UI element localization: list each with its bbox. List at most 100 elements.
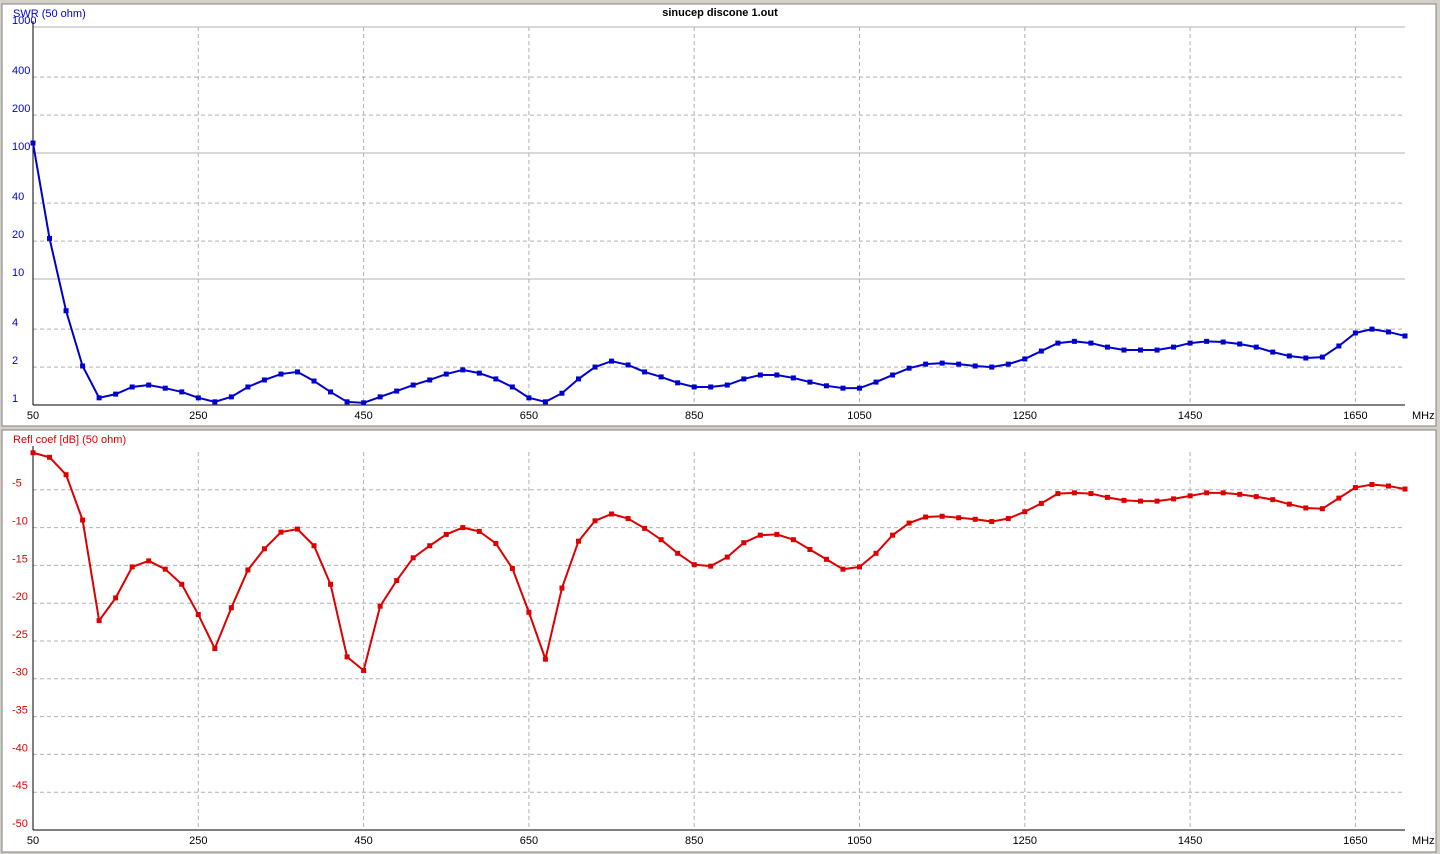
data-point bbox=[63, 472, 69, 478]
y-tick-label: -20 bbox=[12, 591, 28, 603]
x-tick-label: 1650 bbox=[1343, 835, 1367, 847]
data-point bbox=[1071, 490, 1077, 496]
y-tick-label: -25 bbox=[12, 629, 28, 641]
data-point bbox=[823, 556, 829, 562]
data-point bbox=[245, 384, 251, 390]
x-tick-label: 1050 bbox=[847, 835, 871, 847]
data-point bbox=[559, 390, 565, 396]
data-point bbox=[592, 518, 598, 524]
data-point bbox=[278, 371, 284, 377]
data-point bbox=[972, 363, 978, 369]
x-tick-label: 650 bbox=[520, 835, 538, 847]
data-point bbox=[592, 364, 598, 370]
data-point bbox=[840, 566, 846, 572]
y-tick-label: 2 bbox=[12, 355, 18, 367]
data-point bbox=[1303, 355, 1309, 361]
data-point bbox=[890, 372, 896, 378]
data-point bbox=[1154, 347, 1160, 353]
data-point bbox=[278, 529, 284, 535]
data-point bbox=[1121, 347, 1127, 353]
data-point bbox=[228, 605, 234, 611]
data-point bbox=[724, 382, 730, 388]
data-point bbox=[1270, 497, 1276, 503]
data-point bbox=[146, 382, 152, 388]
y-tick-label: -15 bbox=[12, 553, 28, 565]
y-tick-label: -10 bbox=[12, 516, 28, 528]
x-tick-label: 1650 bbox=[1343, 410, 1367, 422]
data-point bbox=[1319, 506, 1325, 512]
data-point bbox=[675, 550, 681, 556]
data-point bbox=[1352, 485, 1358, 491]
data-point bbox=[63, 308, 69, 314]
data-point bbox=[658, 537, 664, 543]
data-point bbox=[542, 399, 548, 405]
y-tick-label: -30 bbox=[12, 667, 28, 679]
series-line bbox=[32, 451, 1406, 673]
y-tick-label: 200 bbox=[12, 103, 30, 115]
data-point bbox=[1253, 344, 1259, 350]
data-point bbox=[410, 382, 416, 388]
data-point bbox=[625, 516, 631, 522]
x-tick-label: 850 bbox=[685, 410, 703, 422]
series-line bbox=[32, 142, 1406, 404]
y-tick-label: 4 bbox=[12, 317, 18, 329]
data-point bbox=[989, 519, 995, 525]
data-point bbox=[162, 566, 168, 572]
data-point bbox=[47, 235, 53, 241]
data-point bbox=[1088, 491, 1094, 497]
data-point bbox=[1286, 353, 1292, 359]
y-tick-label: 10 bbox=[12, 267, 24, 279]
data-point bbox=[113, 595, 119, 601]
x-tick-label: 250 bbox=[189, 410, 207, 422]
data-point bbox=[1220, 339, 1226, 345]
data-point bbox=[691, 562, 697, 568]
data-point bbox=[129, 384, 135, 390]
data-point bbox=[30, 140, 36, 146]
data-point bbox=[162, 385, 168, 391]
data-point bbox=[757, 372, 763, 378]
data-point bbox=[956, 515, 962, 521]
data-point bbox=[261, 377, 267, 383]
data-point bbox=[1402, 333, 1408, 339]
data-point bbox=[80, 363, 86, 369]
data-point bbox=[989, 364, 995, 370]
data-point bbox=[774, 531, 780, 537]
data-point bbox=[923, 361, 929, 367]
data-point bbox=[1055, 491, 1061, 497]
data-point bbox=[675, 380, 681, 386]
data-point bbox=[1402, 486, 1408, 492]
x-tick-label: 250 bbox=[189, 835, 207, 847]
y-tick-label: 40 bbox=[12, 191, 24, 203]
data-point bbox=[790, 537, 796, 543]
data-point bbox=[261, 546, 267, 552]
y-tick-label: -45 bbox=[12, 780, 28, 792]
data-point bbox=[1237, 341, 1243, 347]
data-point bbox=[1352, 330, 1358, 336]
data-point bbox=[840, 385, 846, 391]
data-point bbox=[774, 372, 780, 378]
data-point bbox=[857, 564, 863, 570]
data-point bbox=[179, 389, 185, 395]
data-point bbox=[394, 388, 400, 394]
data-point bbox=[609, 358, 615, 364]
data-point bbox=[873, 379, 879, 385]
data-point bbox=[790, 375, 796, 381]
data-point bbox=[377, 603, 383, 609]
data-point bbox=[195, 612, 201, 618]
y-tick-label: -35 bbox=[12, 705, 28, 717]
data-point bbox=[1071, 338, 1077, 344]
data-point bbox=[691, 384, 697, 390]
data-point bbox=[923, 514, 929, 520]
data-point bbox=[1104, 344, 1110, 350]
data-point bbox=[1171, 344, 1177, 350]
data-point bbox=[1253, 494, 1259, 500]
data-point bbox=[1336, 343, 1342, 349]
x-tick-label: 450 bbox=[354, 410, 372, 422]
y-tick-label: 1 bbox=[12, 393, 18, 405]
y-tick-label: -5 bbox=[12, 478, 22, 490]
data-point bbox=[807, 379, 813, 385]
data-point bbox=[80, 517, 86, 523]
data-point bbox=[1303, 505, 1309, 511]
y-tick-label: 100 bbox=[12, 141, 30, 153]
